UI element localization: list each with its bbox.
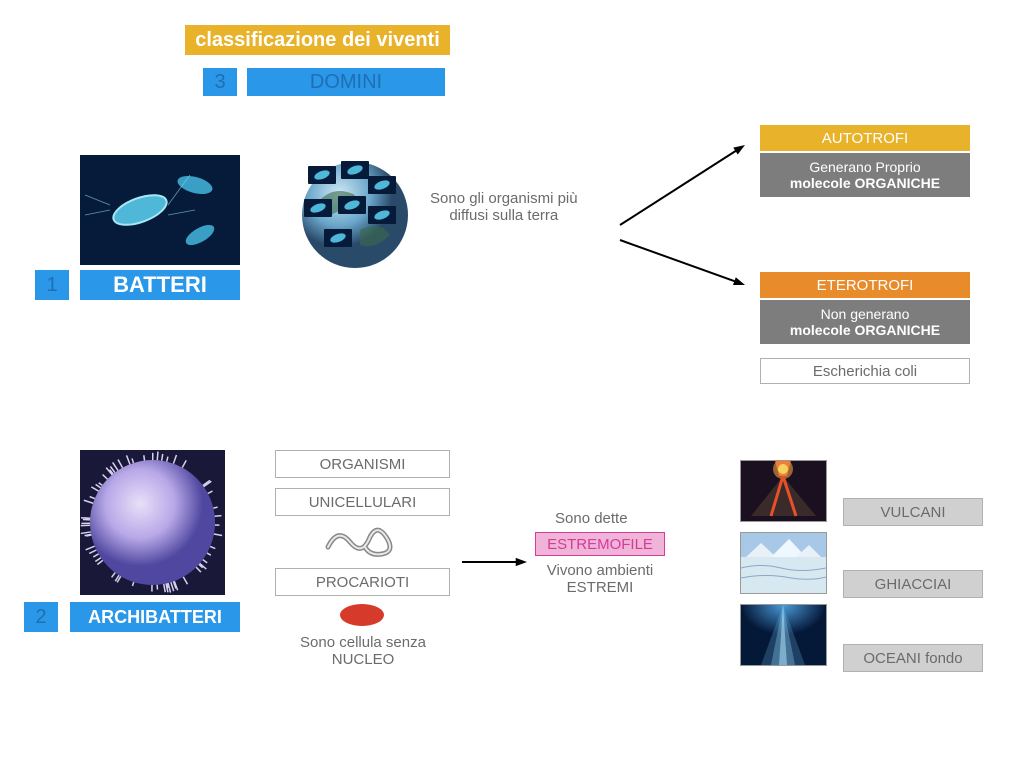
unicellulari-tag: UNICELLULARI [275, 488, 450, 516]
eterotrofi-title-box: ETEROTROFI [760, 272, 970, 298]
squiggle-icon [320, 522, 400, 562]
arrow-to-estremofile [450, 550, 539, 574]
ecoli-text: Escherichia coli [813, 363, 917, 380]
organismi-tag: ORGANISMI [275, 450, 450, 478]
eterotrofi-sub2: molecole ORGANICHE [790, 322, 940, 338]
autotrofi-title: AUTOTROFI [822, 130, 908, 147]
number-3-text: 3 [214, 71, 225, 94]
ecoli-box: Escherichia coli [760, 358, 970, 384]
number-2-text: 2 [35, 606, 46, 629]
vulcano-image [740, 460, 827, 522]
arrow-to-eterotrofi [608, 228, 757, 297]
archibatteri-label: ARCHIBATTERI [88, 607, 222, 628]
batteri-label-box: BATTERI [80, 270, 240, 300]
number-1-text: 1 [46, 274, 57, 297]
vulcani-label: VULCANI [843, 498, 983, 526]
bacteria-image [80, 155, 240, 265]
archibatteri-label-box: ARCHIBATTERI [70, 602, 240, 632]
procarioti-tag: PROCARIOTI [275, 568, 450, 596]
autotrofi-sub2: molecole ORGANICHE [790, 175, 940, 191]
oceano-image [740, 604, 827, 666]
estremofile-box: ESTREMOFILE [535, 532, 665, 556]
arrow-to-autotrofi [608, 133, 757, 237]
procarioti-note: Sono cellula senza NUCLEO [273, 634, 453, 668]
domini-box: DOMINI [247, 68, 445, 96]
bacteria-description: Sono gli organismi più diffusi sulla ter… [430, 190, 578, 224]
red-oval-icon [340, 604, 384, 626]
oceani-label: OCEANI fondo [843, 644, 983, 672]
ghiacciaio-image [740, 532, 827, 594]
eterotrofi-sub-box: Non generano molecole ORGANICHE [760, 300, 970, 344]
archibatteri-image [80, 450, 225, 595]
eterotrofi-title: ETEROTROFI [817, 277, 914, 294]
title-box: classificazione dei viventi [185, 25, 450, 55]
autotrofi-title-box: AUTOTROFI [760, 125, 970, 151]
globe-image [300, 160, 410, 270]
desc-line2: diffusi sulla terra [430, 207, 578, 224]
batteri-label: BATTERI [113, 272, 207, 298]
sono-dette-text: Sono dette [555, 510, 628, 527]
number-1-box: 1 [35, 270, 69, 300]
autotrofi-sub-box: Generano Proprio molecole ORGANICHE [760, 153, 970, 197]
number-2-box: 2 [24, 602, 58, 632]
ghiacciai-label: GHIACCIAI [843, 570, 983, 598]
autotrofi-sub1: Generano Proprio [809, 159, 920, 175]
title-text: classificazione dei viventi [195, 29, 440, 52]
number-3-box: 3 [203, 68, 237, 96]
domini-text: DOMINI [310, 71, 382, 94]
vivono-text: Vivono ambienti ESTREMI [537, 562, 663, 596]
eterotrofi-sub1: Non generano [821, 306, 910, 322]
desc-line1: Sono gli organismi più [430, 190, 578, 207]
